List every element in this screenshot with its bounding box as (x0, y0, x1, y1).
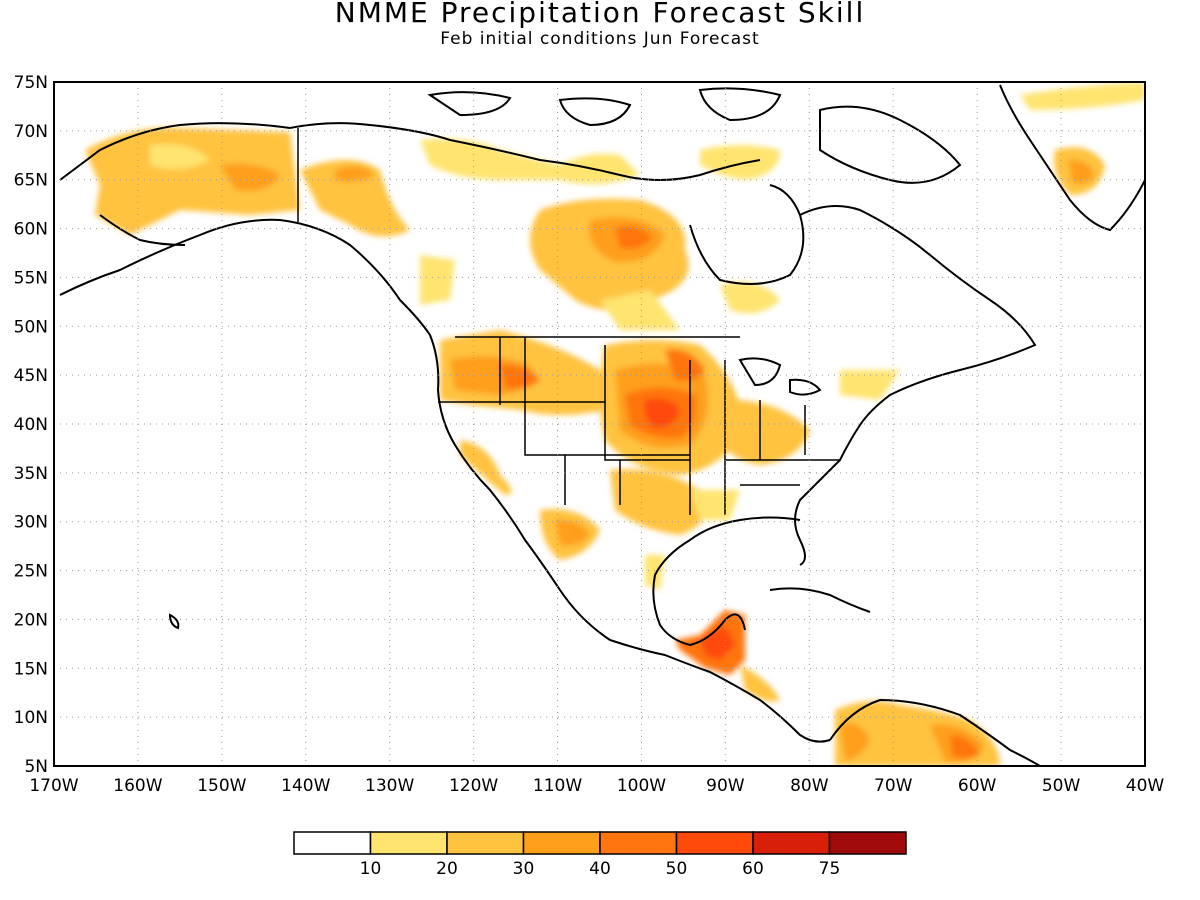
colorbar-swatch (828, 831, 907, 855)
map-frame (53, 81, 1146, 767)
colorbar-swatch (369, 831, 448, 855)
political-borders (297, 128, 840, 515)
skill-area-greenland (1020, 82, 1145, 110)
skill-area-alaska (85, 127, 300, 235)
lat-tick-label: 5N (24, 757, 48, 777)
lon-tick-label: 170W (29, 776, 78, 796)
colorbar: 10 20 30 40 50 60 75 (293, 831, 907, 879)
colorbar-label: 60 (742, 859, 764, 879)
map-subtitle: Feb initial conditions Jun Forecast (440, 29, 760, 49)
lon-tick-label: 150W (197, 776, 246, 796)
colorbar-swatch (293, 831, 372, 855)
graticule (54, 82, 1145, 766)
lat-tick-label: 70N (14, 122, 48, 142)
lat-tick-label: 10N (14, 708, 48, 728)
colorbar-label: 10 (360, 859, 382, 879)
lon-tick-label: 100W (617, 776, 666, 796)
longitude-axis: 170W 160W 150W 140W 130W 120W 110W 100W 90W 80W 70… (29, 776, 1164, 796)
colorbar-swatch (522, 831, 601, 855)
lat-tick-label: 25N (14, 562, 48, 582)
colorbar-label: 75 (819, 859, 841, 879)
colorbar-label: 50 (666, 859, 688, 879)
latitude-axis: 75N 70N 65N 60N 55N 50N 45N 40N 35N 30N 25N 20N 15N 1… (14, 73, 48, 777)
lat-tick-label: 35N (14, 464, 48, 484)
lon-tick-label: 140W (281, 776, 330, 796)
lat-tick-label: 45N (14, 366, 48, 386)
colorbar-label: 20 (436, 859, 458, 879)
lon-tick-label: 80W (790, 776, 829, 796)
lat-tick-label: 20N (14, 610, 48, 630)
skill-area-ohio-valley (720, 400, 810, 465)
lat-tick-label: 55N (14, 268, 48, 288)
colorbar-swatch (752, 831, 831, 855)
lon-tick-label: 160W (113, 776, 162, 796)
lon-tick-label: 40W (1126, 776, 1165, 796)
map-title: NMME Precipitation Forecast Skill (334, 0, 866, 29)
lon-tick-label: 90W (706, 776, 745, 796)
lat-tick-label: 30N (14, 513, 48, 533)
lon-tick-label: 50W (1042, 776, 1081, 796)
lat-tick-label: 15N (14, 659, 48, 679)
lon-tick-label: 120W (449, 776, 498, 796)
lon-tick-label: 110W (533, 776, 582, 796)
skill-shading (85, 82, 1145, 766)
colorbar-label: 30 (513, 859, 535, 879)
colorbar-swatch (675, 831, 754, 855)
lat-tick-label: 40N (14, 415, 48, 435)
lat-tick-label: 50N (14, 317, 48, 337)
lat-tick-label: 75N (14, 73, 48, 93)
lon-tick-label: 130W (365, 776, 414, 796)
skill-area-texas (610, 469, 707, 535)
colorbar-swatch (599, 831, 678, 855)
colorbar-label: 40 (589, 859, 611, 879)
lon-tick-label: 60W (958, 776, 997, 796)
lat-tick-label: 60N (14, 220, 48, 240)
coastlines (59, 84, 1145, 766)
skill-area-yukon (300, 160, 410, 237)
lat-tick-label: 65N (14, 171, 48, 191)
colorbar-swatch (446, 831, 525, 855)
lon-tick-label: 70W (874, 776, 913, 796)
